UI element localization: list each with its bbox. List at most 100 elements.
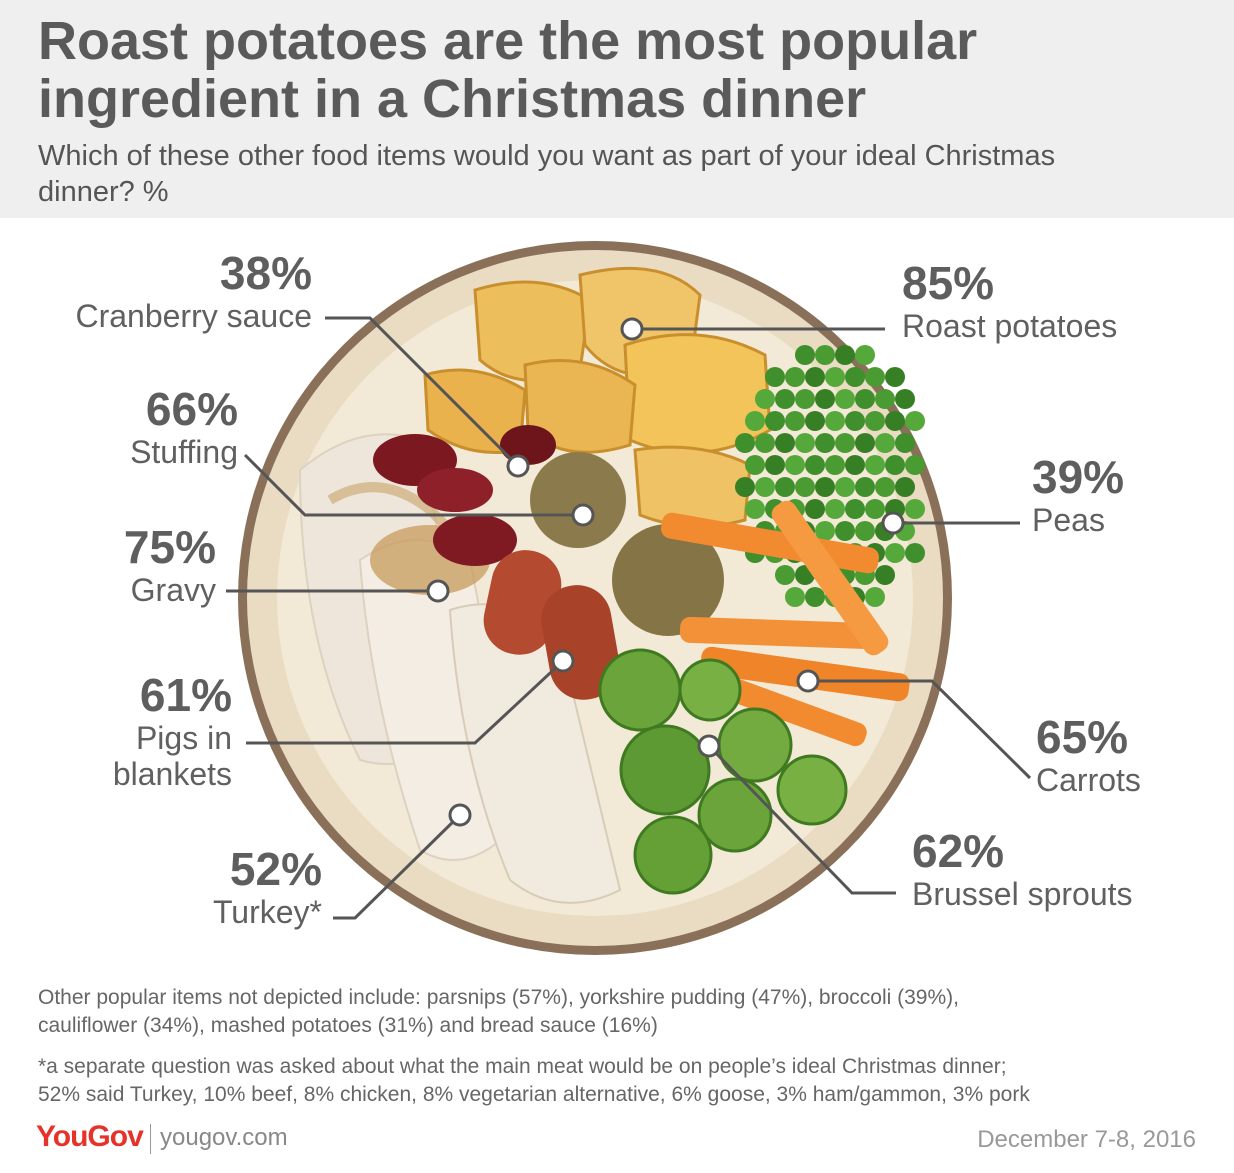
name-stuffing: Stuffing [130,434,238,470]
brussel-sprouts [598,648,848,895]
pea [795,389,815,409]
label-peas: 39% Peas [1032,452,1212,538]
value-pigs-in-blankets: 61% [139,669,232,721]
pea [865,587,885,607]
leader-cranberry [325,316,520,468]
label-carrots: 65% Carrots [1036,712,1216,798]
pea [815,521,835,541]
leader-pigs [246,659,565,745]
marker-peas [881,511,905,535]
stuffing-balls [530,452,724,636]
label-roast-potatoes: 85% Roast potatoes [902,258,1202,344]
leader-markers [426,317,905,827]
marker-stuffing [571,503,595,527]
pea [775,477,795,497]
value-cranberry-sauce: 38% [219,247,312,299]
pea [795,477,815,497]
pea [885,455,905,475]
pea [805,367,825,387]
pea [805,587,825,607]
pea [855,389,875,409]
marker-gravy [426,579,450,603]
label-pigs-in-blankets: 61% Pigs in blankets [20,670,232,792]
pea [755,433,775,453]
name-pigs-in-blankets-1: Pigs in [135,720,232,756]
pea [885,411,905,431]
pea [855,521,875,541]
pea [865,367,885,387]
name-cranberry-sauce: Cranberry sauce [75,298,312,334]
pea [905,499,925,519]
label-brussel-sprouts: 62% Brussel sprouts [912,826,1212,912]
pea [755,477,775,497]
chart-title: Roast potatoes are the most popular ingr… [38,11,978,129]
site-link[interactable]: yougov.com [160,1124,288,1151]
pea [865,411,885,431]
value-roast-potatoes: 85% [902,257,995,309]
plate-illustration [226,241,1032,955]
pea [905,411,925,431]
marker-turkey [448,803,472,827]
pea [805,411,825,431]
footer-divider [150,1124,151,1154]
pea [845,499,865,519]
pea [805,499,825,519]
pea [855,433,875,453]
leader-turkey [333,813,462,920]
pea [815,433,835,453]
footnote-other-line-1: Other popular items not depicted include… [38,986,959,1009]
label-gravy: 75% Gravy [20,522,216,608]
pea [765,411,785,431]
leader-stuffing [243,453,583,517]
header-band [0,0,1234,218]
pea [735,433,755,453]
pea [785,411,805,431]
pea [855,345,875,365]
pea [815,345,835,365]
yougov-logo: YouGov [36,1120,144,1153]
chart-subtitle: Which of these other food items would yo… [38,140,1056,208]
name-turkey: Turkey* [212,894,322,930]
pea [785,367,805,387]
footnote-meat-line-1: *a separate question was asked about wha… [38,1055,1007,1078]
pea [825,499,845,519]
pea [805,455,825,475]
pea [895,477,915,497]
pea [775,389,795,409]
pea [845,367,865,387]
pea [845,411,865,431]
marker-cranberry [506,454,530,478]
pigs-in-blankets [483,550,620,700]
value-peas: 39% [1032,451,1125,503]
pea [835,477,855,497]
name-brussel-sprouts: Brussel sprouts [912,876,1133,912]
label-cranberry-sauce: 38% Cranberry sauce [20,248,312,334]
footnote-meat-line-2: 52% said Turkey, 10% beef, 8% chicken, 8… [38,1083,1030,1106]
pea [845,455,865,475]
pea [815,389,835,409]
cranberry-sauce [373,425,556,566]
pea [825,367,845,387]
pea [785,455,805,475]
pea [885,543,905,563]
pea [835,433,855,453]
survey-date: December 7-8, 2016 [977,1126,1196,1153]
value-brussel-sprouts: 62% [912,825,1005,877]
pea [875,433,895,453]
pea [905,543,925,563]
pea [755,389,775,409]
pea [835,521,855,541]
name-gravy: Gravy [130,572,216,608]
footnote-other-line-2: cauliflower (34%), mashed potatoes (31%)… [38,1014,658,1037]
pea [735,477,755,497]
pea [785,587,805,607]
pea [875,477,895,497]
pea [875,565,895,585]
pea [795,433,815,453]
pea [865,455,885,475]
pea [745,411,765,431]
pea [765,367,785,387]
value-carrots: 65% [1036,711,1129,763]
pea [775,433,795,453]
name-carrots: Carrots [1036,762,1141,798]
